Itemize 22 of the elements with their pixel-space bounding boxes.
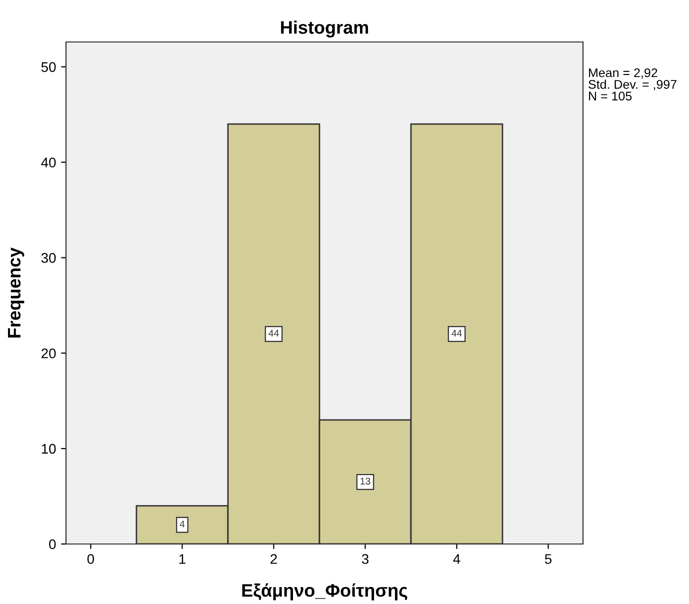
x-tick-label: 3: [362, 554, 368, 564]
y-tick-label: 30: [41, 253, 56, 263]
data-label: 13: [360, 478, 370, 485]
x-tick-label: 0: [87, 554, 94, 564]
data-label: 44: [452, 330, 462, 337]
text: Mean = 2,92: [589, 68, 658, 79]
text: Std. Dev. = ,997: [588, 80, 676, 90]
x-tick-label: 1: [179, 554, 186, 564]
x-tick-label: 5: [544, 554, 552, 564]
y-tick-label: 50: [41, 62, 56, 72]
chart-title: Histogram: [281, 20, 368, 38]
text: N = 105: [589, 92, 632, 100]
x-tick-label: 4: [453, 554, 460, 564]
y-axis-title: Frequency: [8, 247, 24, 338]
y-tick-label: 20: [42, 348, 56, 358]
y-tick-label: 0: [49, 539, 56, 550]
data-label: 44: [268, 330, 279, 337]
x-tick-label: 2: [270, 554, 277, 564]
y-tick-label: 40: [41, 158, 56, 168]
y-tick-label: 10: [42, 444, 56, 454]
x-axis-title: Εξάμηνο_Φοίτησης: [242, 583, 408, 600]
data-label: 4: [180, 520, 185, 528]
